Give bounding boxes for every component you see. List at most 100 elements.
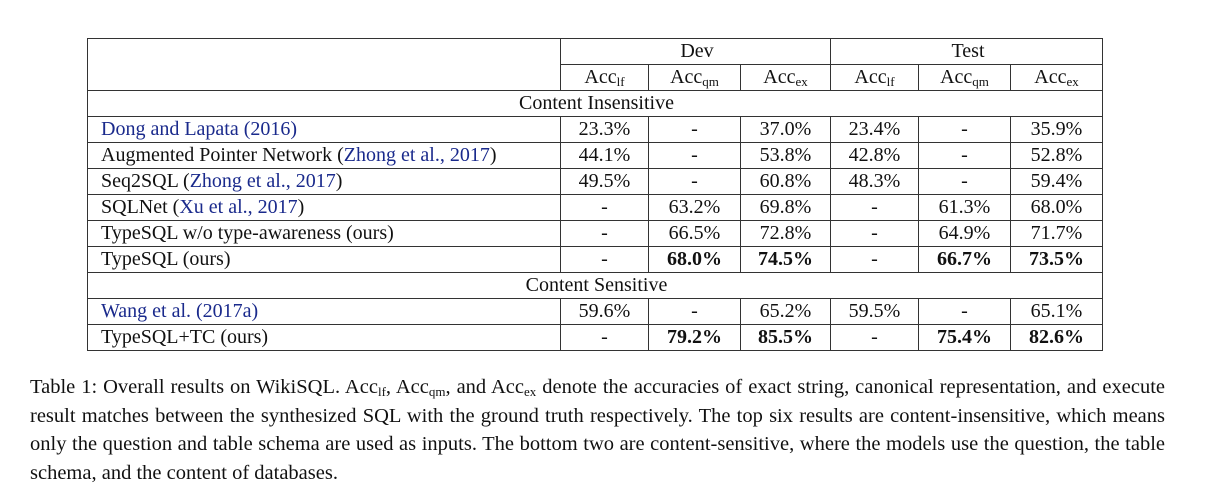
metric-sub: ex (1066, 74, 1079, 89)
model-cell: SQLNet (Xu et al., 2017) (87, 194, 561, 221)
value-cell: 23.4% (830, 116, 919, 143)
metric-header: Accqm (918, 64, 1011, 91)
table-row: TypeSQL w/o type-awareness (ours) -66.5% 7… (87, 220, 1103, 247)
header-group-0: Dev (560, 38, 831, 65)
value-cell: 66.7% (918, 246, 1011, 273)
value-cell: 52.8% (1010, 142, 1103, 169)
model-name-tail: ) (297, 196, 305, 218)
caption-part: denote the accuracies of exact string, c… (30, 376, 1166, 484)
value-cell: - (830, 194, 919, 221)
model-cell: Seq2SQL (Zhong et al., 2017) (87, 168, 561, 195)
metric-base: Acc (584, 66, 617, 88)
table-row: TypeSQL+TC (ours) -79.2% 85.5% -75.4% 82.6% (87, 324, 1103, 351)
metric-header: Accqm (648, 64, 741, 91)
value-cell: 64.9% (918, 220, 1011, 247)
metric-sub: qm (972, 74, 989, 89)
value-cell: 44.1% (560, 142, 649, 169)
value-cell: - (648, 298, 741, 325)
value-cell: - (918, 298, 1011, 325)
table-row: Seq2SQL (Zhong et al., 2017) 49.5% -60.8% 4… (87, 168, 1103, 195)
value-cell: 35.9% (1010, 116, 1103, 143)
table-row: SQLNet (Xu et al., 2017) -63.2% 69.8% -61.3… (87, 194, 1103, 221)
value-cell: 61.3% (918, 194, 1011, 221)
header-group-1: Test (830, 38, 1103, 65)
metric-sub: lf (616, 74, 625, 89)
metric-base: Acc (940, 66, 973, 88)
citation-link: Zhong et al., 2017 (189, 170, 336, 192)
table-row: Dong and Lapata (2016) 23.3% -37.0% 23.4% -3… (87, 116, 1103, 143)
caption-part: , and Acc (445, 376, 525, 398)
value-cell: 59.6% (560, 298, 649, 325)
metric-sub: qm (702, 74, 719, 89)
value-cell: 49.5% (560, 168, 649, 195)
value-cell: - (560, 194, 649, 221)
section-title: Content Sensitive (87, 272, 1103, 299)
value-cell: - (830, 246, 919, 273)
model-cell: Wang et al. (2017a) (87, 298, 561, 325)
metric-sub: ex (795, 74, 808, 89)
value-cell: - (830, 324, 919, 351)
citation-link: Xu et al., 2017 (179, 196, 298, 218)
value-cell: 66.5% (648, 220, 741, 247)
model-name: SQLNet ( (101, 196, 180, 218)
value-cell: - (648, 116, 741, 143)
caption-sub: lf (377, 384, 386, 399)
model-name: TypeSQL w/o type-awareness (ours) (101, 222, 394, 244)
citation-link: Zhong et al., 2017 (343, 144, 490, 166)
value-cell: 73.5% (1010, 246, 1103, 273)
value-cell: 59.5% (830, 298, 919, 325)
value-cell: 53.8% (740, 142, 831, 169)
value-cell: - (648, 142, 741, 169)
value-cell: 69.8% (740, 194, 831, 221)
metric-header: Accex (1010, 64, 1103, 91)
header-row-groups: Dev Test (87, 38, 1103, 65)
metric-base: Acc (854, 66, 887, 88)
model-cell: Augmented Pointer Network (Zhong et al.,… (87, 142, 561, 169)
value-cell: 79.2% (648, 324, 741, 351)
value-cell: 63.2% (648, 194, 741, 221)
value-cell: 74.5% (740, 246, 831, 273)
table-row: Wang et al. (2017a) 59.6% -65.2% 59.5% -65.1… (87, 298, 1103, 325)
value-cell: 68.0% (1010, 194, 1103, 221)
value-cell: - (918, 142, 1011, 169)
value-cell: 85.5% (740, 324, 831, 351)
value-cell: 23.3% (560, 116, 649, 143)
value-cell: 75.4% (918, 324, 1011, 351)
metric-base: Acc (1034, 66, 1067, 88)
section-row: Content Sensitive (87, 272, 1103, 299)
table-caption: Table 1: Overall results on WikiSQL. Acc… (30, 373, 1165, 487)
value-cell: 71.7% (1010, 220, 1103, 247)
table-row: Augmented Pointer Network (Zhong et al.,… (87, 142, 1103, 169)
section-row: Content Insensitive (87, 90, 1103, 117)
value-cell: 72.8% (740, 220, 831, 247)
metric-base: Acc (763, 66, 796, 88)
caption-part: Table 1: Overall results on WikiSQL. Acc (30, 376, 378, 398)
caption-sub: qm (428, 384, 446, 399)
value-cell: - (560, 246, 649, 273)
value-cell: - (918, 116, 1011, 143)
value-cell: - (560, 324, 649, 351)
model-cell: TypeSQL+TC (ours) (87, 324, 561, 351)
results-table: Dev Test Acclf Accqm Accex Acclf Accqm Accex Con… (87, 38, 1103, 351)
value-cell: 42.8% (830, 142, 919, 169)
metric-header: Acclf (560, 64, 649, 91)
model-name-tail: ) (335, 170, 343, 192)
citation-link: Wang et al. (2017a) (101, 300, 259, 322)
model-name: TypeSQL+TC (ours) (101, 326, 269, 348)
header-blank-cell (87, 38, 561, 65)
value-cell: 60.8% (740, 168, 831, 195)
value-cell: 37.0% (740, 116, 831, 143)
model-cell: TypeSQL w/o type-awareness (ours) (87, 220, 561, 247)
model-cell: Dong and Lapata (2016) (87, 116, 561, 143)
model-name: Seq2SQL ( (101, 170, 190, 192)
header-row-metrics: Acclf Accqm Accex Acclf Accqm Accex (87, 64, 1103, 91)
caption-part: , Acc (385, 376, 429, 398)
metric-header: Acclf (830, 64, 919, 91)
metric-base: Acc (670, 66, 703, 88)
model-name-tail: ) (489, 144, 497, 166)
value-cell: - (648, 168, 741, 195)
caption-sub: ex (524, 384, 537, 399)
value-cell: - (560, 220, 649, 247)
value-cell: 65.2% (740, 298, 831, 325)
value-cell: - (830, 220, 919, 247)
